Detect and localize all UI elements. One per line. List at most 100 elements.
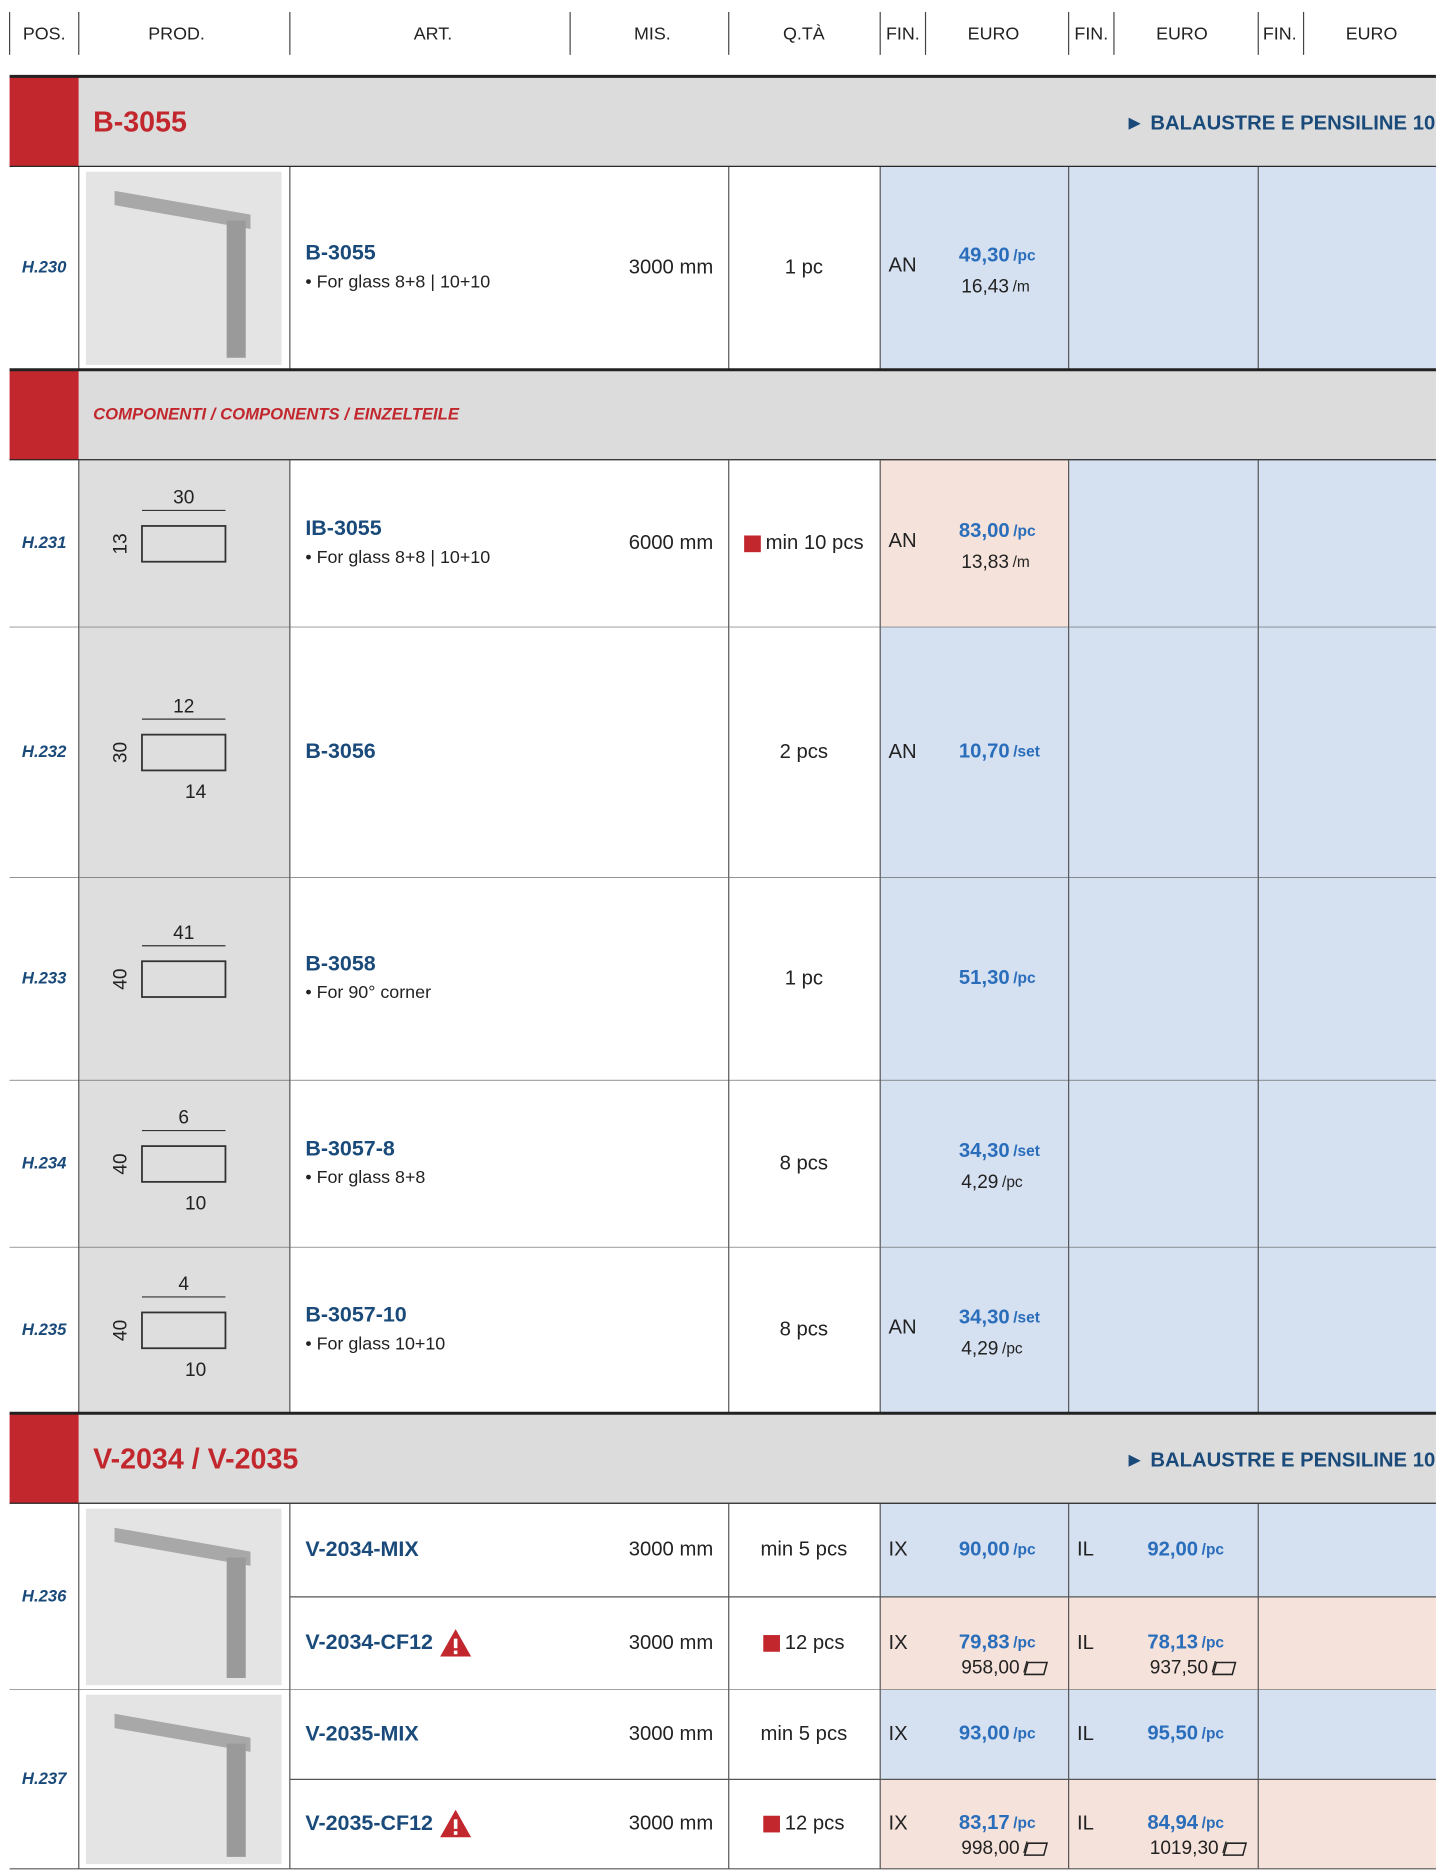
price-unit: /set [1013,1143,1040,1160]
photo-rail [114,190,251,229]
price: 10,70/set [959,741,1040,763]
finish: IX [889,1723,909,1745]
dimension-label: 4 [178,1274,189,1295]
column-header: Q.TÀ [783,23,825,43]
profile-outline [141,960,227,998]
quantity: 2 pcs [780,741,828,763]
price: 92,00/pc [1147,1539,1224,1561]
price-cell [1258,166,1436,370]
profile-drawing: 12 30 14 [111,696,227,803]
pos-cell [9,1080,79,1248]
box-icon [1023,1661,1049,1676]
price: 34,30/set [959,1140,1040,1162]
sub-value: 998,00 [961,1838,1019,1859]
price-unit: /pc [1013,1726,1036,1743]
pos-cell [9,460,79,628]
quantity: min 5 pcs [761,1723,848,1745]
section-marker [9,76,79,167]
section-marker [9,369,79,461]
min-order-marker [763,1815,780,1833]
price-value: 95,50 [1147,1723,1198,1745]
dimension-label: 40 [111,1320,132,1341]
price-unit: /pc [1202,1815,1225,1832]
sub-value: 16,43 [961,276,1009,297]
quantity: 12 pcs [785,1812,845,1834]
price-unit: /set [1013,1310,1040,1327]
price-value: 34,30 [959,1307,1010,1329]
price-value: 51,30 [959,967,1010,989]
dimension-label: 40 [111,1153,132,1174]
sub-price: 958,00/ [961,1657,1028,1678]
sub-value: 13,83 [961,552,1009,573]
price-cell [880,460,1069,628]
price: 34,30/set [959,1307,1040,1329]
price: 49,30/pc [959,245,1036,267]
finish: AN [889,530,917,552]
image-cell [78,627,290,878]
price-cell [880,1503,1069,1597]
sub-price: 16,43/m [961,276,1030,297]
price-value: 83,17 [959,1812,1010,1834]
sub-unit: /pc [1002,1174,1023,1191]
price-unit: /pc [1202,1634,1225,1651]
dimension-label: 30 [173,488,194,509]
sub-price: 998,00/ [961,1838,1028,1859]
quantity: 8 pcs [780,1319,828,1341]
price-cell [1258,1080,1436,1248]
price: 79,83/pc [959,1632,1036,1654]
product-photo [85,1508,282,1686]
price-value: 84,94 [1147,1812,1198,1834]
box-icon [1212,1661,1237,1676]
article-code: V-2035-CF12 [305,1811,433,1835]
price-cell [880,1689,1069,1780]
product-photo [85,1694,282,1865]
sub-unit: /pc [1002,1341,1023,1358]
article-code: B-3057-10 [305,1303,406,1327]
dimension-label: 10 [185,1360,206,1381]
price-cell [1258,1596,1436,1690]
price-value: 49,30 [959,245,1010,267]
price-value: 78,13 [1147,1632,1198,1654]
photo-post [226,1557,246,1678]
price-cell [1068,460,1259,628]
position: H.236 [22,1586,67,1605]
price-cell [1258,877,1436,1081]
price: 95,50/pc [1147,1723,1224,1745]
price-unit: /pc [1013,248,1036,265]
column-header: PROD. [148,23,205,43]
sub-value: 958,00 [961,1657,1019,1678]
section-link: ► BALAUSTRE E PENSILINE 100 [1125,112,1436,134]
finish: AN [889,254,917,276]
position: H.232 [22,742,67,761]
box-icon [1222,1842,1248,1856]
dimension-label: 10 [185,1194,206,1215]
column-header: POS. [23,23,66,43]
min-order-marker [744,535,761,553]
price-cell [880,1247,1069,1414]
dimension-label: 30 [111,742,132,763]
position: H.235 [22,1320,67,1339]
position: H.237 [22,1769,67,1788]
section-code: B-3055 [93,107,187,139]
warning-dot [453,1650,458,1655]
article-code: B-3058 [305,951,375,975]
photo-post [226,220,246,358]
photo-rail [114,1527,251,1566]
article-code: B-3055 [305,241,375,265]
article-note: • For 90° corner [305,982,431,1002]
price-cell [1068,1779,1259,1869]
position: H.233 [22,969,67,988]
warning-dot [453,1831,458,1835]
warning-mark [453,1819,458,1829]
sub-value: 1019,30 [1150,1838,1219,1859]
pos-cell [9,627,79,878]
price: 78,13/pc [1147,1632,1224,1654]
finish: IX [889,1812,909,1834]
price-cell [1258,1247,1436,1414]
price-cell [1258,1779,1436,1869]
price-value: 34,30 [959,1140,1010,1162]
article-code: V-2034-CF12 [305,1630,433,1654]
pos-cell [9,166,79,370]
price-value: 79,83 [959,1632,1010,1654]
